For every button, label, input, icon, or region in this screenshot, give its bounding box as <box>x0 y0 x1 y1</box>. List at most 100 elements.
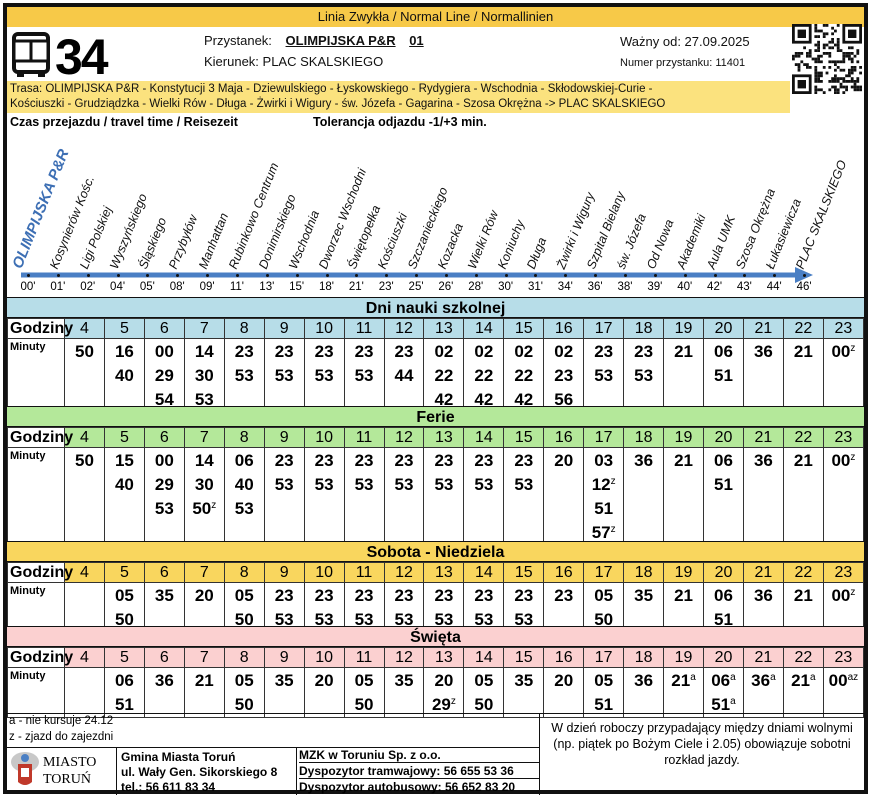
departure[interactable]: 06 <box>234 451 254 470</box>
departure[interactable]: 23 <box>514 586 534 605</box>
departure[interactable]: 36 <box>634 671 654 690</box>
departure[interactable]: 35 <box>394 671 414 690</box>
departure[interactable]: 51 <box>114 695 134 714</box>
departure[interactable]: 23 <box>394 586 414 605</box>
departure[interactable]: 53 <box>394 610 414 629</box>
departure[interactable]: 00az <box>828 671 859 690</box>
departure[interactable]: 05 <box>594 586 614 605</box>
departure[interactable]: 05 <box>234 586 254 605</box>
departure[interactable]: 05 <box>354 671 374 690</box>
departure[interactable]: 35 <box>274 671 294 690</box>
departure[interactable]: 50 <box>474 695 494 714</box>
departure[interactable]: 23 <box>634 342 654 361</box>
departure[interactable]: 23 <box>354 451 374 470</box>
departure[interactable]: 06 <box>714 342 733 361</box>
departure[interactable]: 50 <box>354 695 374 714</box>
departure[interactable]: 53 <box>354 610 374 629</box>
departure[interactable]: 53 <box>154 499 174 518</box>
departure[interactable]: 21 <box>793 586 813 605</box>
departure[interactable]: 23 <box>554 586 574 605</box>
departure[interactable]: 35 <box>514 671 534 690</box>
departure[interactable]: 23 <box>474 451 494 470</box>
departure[interactable]: 42 <box>434 390 454 409</box>
departure[interactable]: 57z <box>591 523 616 542</box>
departure[interactable]: 53 <box>314 610 334 629</box>
departure[interactable]: 53 <box>514 610 534 629</box>
departure[interactable]: 23 <box>554 366 574 385</box>
departure[interactable]: 05 <box>114 586 134 605</box>
departure[interactable]: 23 <box>394 342 414 361</box>
departure[interactable]: 21 <box>793 451 813 470</box>
departure[interactable]: 35 <box>634 586 654 605</box>
departure[interactable]: 02 <box>474 342 494 361</box>
departure[interactable]: 21 <box>793 342 813 361</box>
departure[interactable]: 22 <box>434 366 454 385</box>
departure[interactable]: 23 <box>354 586 374 605</box>
departure[interactable]: 36a <box>751 671 776 690</box>
departure[interactable]: 12z <box>591 475 616 494</box>
departure[interactable]: 42 <box>474 390 494 409</box>
departure[interactable]: 29z <box>431 695 456 714</box>
departure[interactable]: 53 <box>234 366 254 385</box>
departure[interactable]: 00 <box>154 342 174 361</box>
departure[interactable]: 51a <box>711 695 736 714</box>
departure[interactable]: 23 <box>514 451 534 470</box>
departure[interactable]: 53 <box>474 610 494 629</box>
departure[interactable]: 23 <box>474 586 494 605</box>
departure[interactable]: 21 <box>194 671 214 690</box>
departure[interactable]: 06a <box>711 671 736 690</box>
departure[interactable]: 00 <box>154 451 174 470</box>
departure[interactable]: 21 <box>674 586 693 605</box>
departure[interactable]: 36 <box>634 451 654 470</box>
departure[interactable]: 50 <box>234 610 254 629</box>
departure[interactable]: 36 <box>753 342 773 361</box>
departure[interactable]: 51 <box>714 610 733 629</box>
departure[interactable]: 06 <box>114 671 134 690</box>
departure[interactable]: 53 <box>274 610 294 629</box>
departure[interactable]: 22 <box>474 366 494 385</box>
departure[interactable]: 15 <box>114 451 134 470</box>
departure[interactable]: 20 <box>554 451 574 470</box>
departure[interactable]: 00z <box>831 451 856 470</box>
departure[interactable]: 53 <box>434 610 454 629</box>
departure[interactable]: 30 <box>194 366 214 385</box>
departure[interactable]: 06 <box>714 586 733 605</box>
departure[interactable]: 50 <box>594 610 614 629</box>
departure[interactable]: 21a <box>671 671 696 690</box>
departure[interactable]: 20 <box>434 671 454 690</box>
departure[interactable]: 53 <box>434 475 454 494</box>
departure[interactable]: 53 <box>394 475 414 494</box>
departure[interactable]: 20 <box>194 586 214 605</box>
departure[interactable]: 02 <box>434 342 454 361</box>
departure[interactable]: 21 <box>674 342 693 361</box>
departure[interactable]: 50z <box>192 499 217 518</box>
departure[interactable]: 35 <box>154 586 174 605</box>
departure[interactable]: 05 <box>234 671 254 690</box>
departure[interactable]: 02 <box>514 342 534 361</box>
departure[interactable]: 53 <box>354 475 374 494</box>
departure[interactable]: 23 <box>314 586 334 605</box>
departure[interactable]: 23 <box>274 451 294 470</box>
departure[interactable]: 14 <box>194 342 214 361</box>
stop-code[interactable]: 01 <box>409 33 424 48</box>
departure[interactable]: 53 <box>594 366 614 385</box>
departure[interactable]: 36 <box>753 451 773 470</box>
departure[interactable]: 29 <box>154 475 174 494</box>
departure[interactable]: 50 <box>75 342 94 361</box>
departure[interactable]: 40 <box>114 475 134 494</box>
departure[interactable]: 50 <box>114 610 134 629</box>
departure[interactable]: 40 <box>114 366 134 385</box>
departure[interactable]: 23 <box>354 342 374 361</box>
departure[interactable]: 44 <box>394 366 414 385</box>
departure[interactable]: 53 <box>314 475 334 494</box>
departure[interactable]: 51 <box>714 475 733 494</box>
departure[interactable]: 51 <box>594 499 614 518</box>
departure[interactable]: 23 <box>394 451 414 470</box>
departure[interactable]: 42 <box>514 390 534 409</box>
departure[interactable]: 53 <box>194 390 214 409</box>
departure[interactable]: 53 <box>634 366 654 385</box>
departure[interactable]: 40 <box>234 475 254 494</box>
departure[interactable]: 23 <box>434 451 454 470</box>
departure[interactable]: 50 <box>234 695 254 714</box>
departure[interactable]: 53 <box>274 475 294 494</box>
